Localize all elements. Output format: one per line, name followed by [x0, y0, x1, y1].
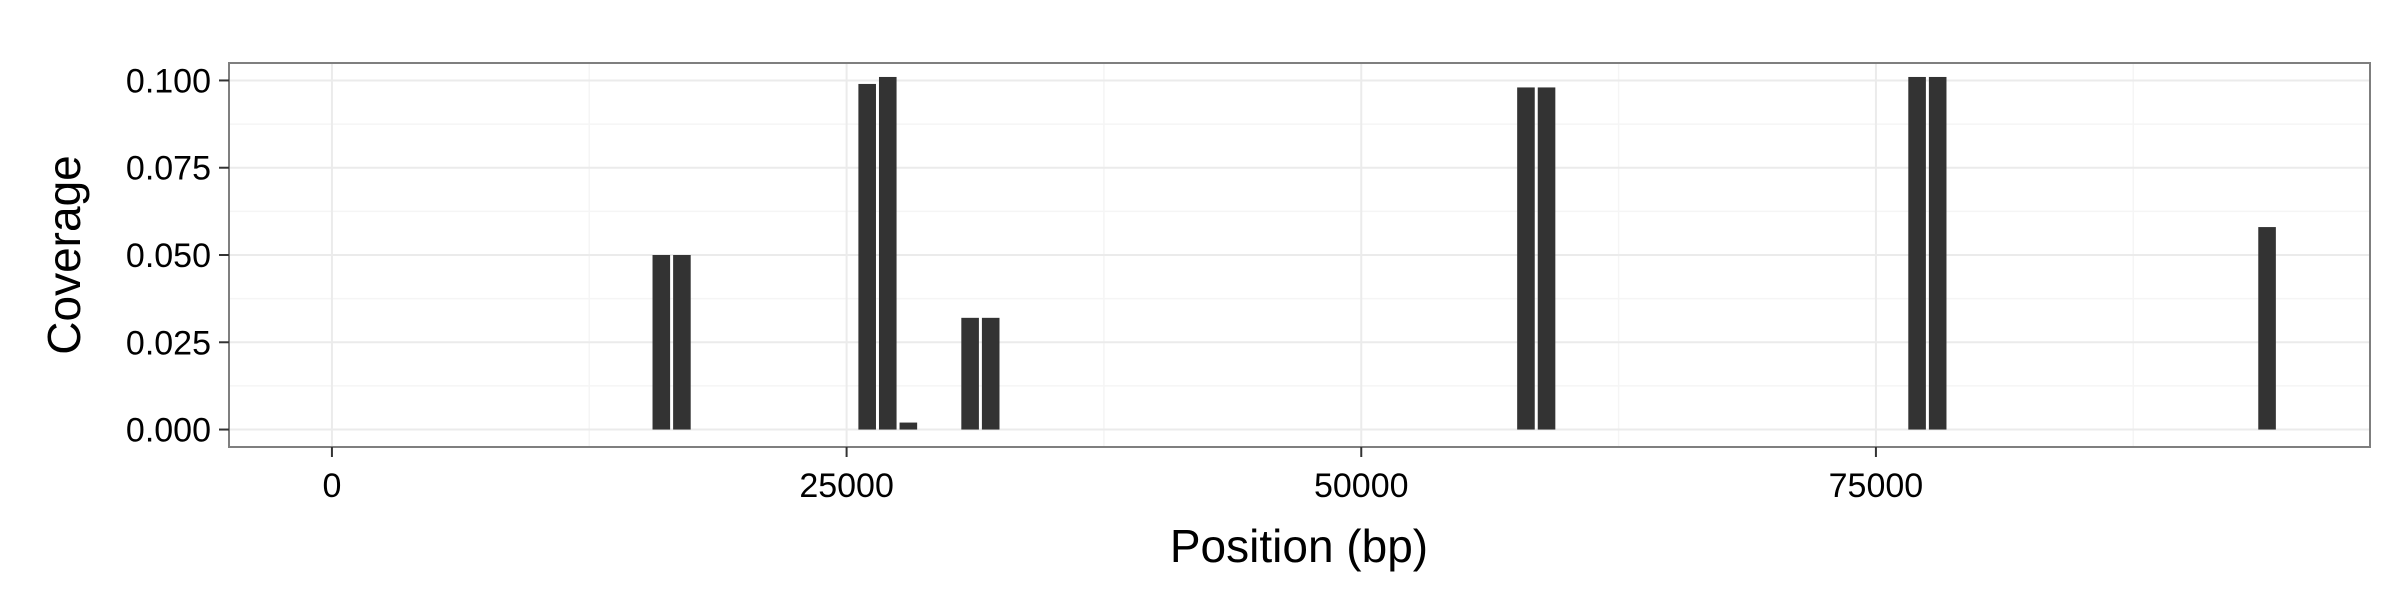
bar	[981, 317, 1000, 430]
y-axis-title: Coverage	[38, 155, 90, 354]
y-tick-label: 0.075	[126, 150, 211, 188]
y-tick-label: 0.100	[126, 62, 211, 100]
y-tick-label: 0.025	[126, 324, 211, 362]
y-tick-label: 0.000	[126, 412, 211, 450]
bar	[673, 255, 691, 430]
grid-layer	[229, 63, 2370, 447]
bar	[899, 422, 918, 430]
x-tick-label: 0	[322, 467, 341, 505]
bar	[878, 76, 897, 430]
bar	[858, 83, 876, 430]
tick-layer: 0 25000 50000 75000 0.000 0.025 0.050 0.075 0.10…	[126, 62, 1923, 505]
bar	[1908, 76, 1926, 430]
bar	[961, 317, 979, 430]
bar-layer	[652, 76, 2276, 430]
x-tick-label: 75000	[1829, 467, 1924, 505]
bar	[1517, 87, 1535, 430]
bar	[1928, 76, 1947, 430]
bar	[1537, 87, 1556, 430]
bar	[2258, 227, 2276, 430]
x-tick-label: 25000	[799, 467, 894, 505]
x-axis-title: Position (bp)	[1170, 520, 1428, 572]
bar	[652, 255, 671, 430]
x-tick-label: 50000	[1314, 467, 1409, 505]
y-tick-label: 0.050	[126, 237, 211, 275]
